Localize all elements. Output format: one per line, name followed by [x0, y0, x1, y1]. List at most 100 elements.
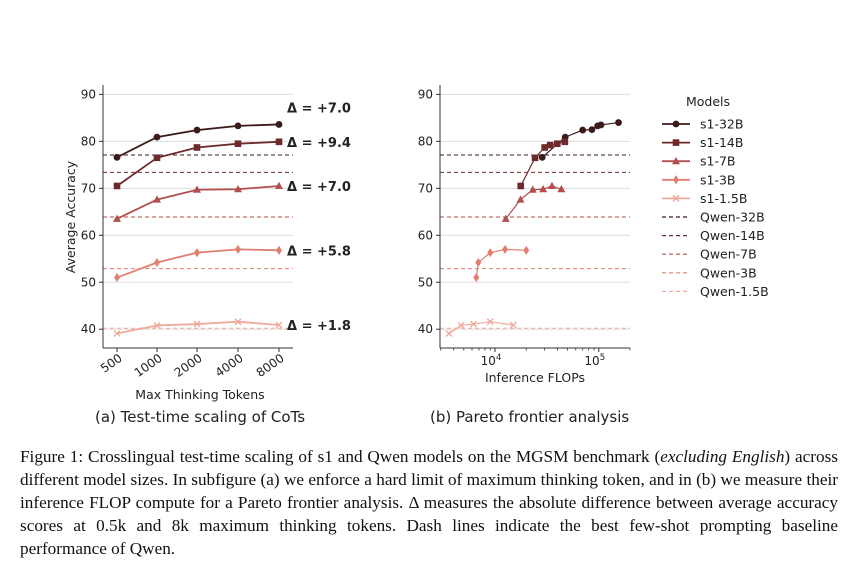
point-s1-1-5b — [509, 321, 517, 329]
point-s1-14b — [193, 144, 201, 151]
subcaption-a: (a) Test-time scaling of CoTs — [95, 408, 305, 426]
legend-marker — [672, 194, 680, 202]
point-s1-14b — [113, 182, 121, 190]
point-s1-14b — [517, 182, 525, 190]
point-s1-7b — [501, 214, 510, 222]
legend-label: s1-14B — [700, 135, 743, 150]
point-s1-32b — [588, 126, 596, 134]
point-s1-7b — [516, 195, 525, 203]
point-s1-7b — [234, 185, 242, 193]
x-tick-label: 500 — [98, 351, 125, 376]
point-s1-14b — [541, 144, 548, 151]
caption-rest: ) across different model sizes. In subfi… — [20, 447, 838, 558]
caption-italic: excluding English — [660, 447, 785, 466]
legend-item-qwen-7b: Qwen-7B — [662, 247, 757, 262]
subcaption-b: (b) Pareto frontier analysis — [430, 408, 629, 426]
point-s1-3b — [154, 258, 160, 268]
point-s1-7b — [275, 181, 283, 189]
legend-item-s1-7b: s1-7B — [662, 154, 736, 169]
legend-label: s1-7B — [700, 154, 736, 169]
y-tick-label: 50 — [81, 275, 96, 289]
legend-label: s1-1.5B — [700, 191, 747, 206]
point-s1-32b — [615, 119, 622, 126]
legend-label: s1-3B — [700, 172, 736, 187]
point-s1-1-5b — [486, 318, 494, 326]
y-tick-label: 80 — [81, 134, 96, 148]
x-tick-label: 2000 — [172, 351, 205, 380]
point-s1-7b — [557, 185, 566, 193]
point-s1-32b — [275, 121, 283, 128]
y-tick-label: 70 — [418, 181, 433, 195]
legend-label: Qwen-32B — [700, 210, 765, 225]
legend-marker — [672, 157, 680, 165]
point-s1-3b — [276, 245, 282, 255]
legend-marker — [672, 120, 680, 128]
y-tick-label: 40 — [418, 322, 433, 336]
y-tick-label: 80 — [418, 134, 433, 148]
delta-label-s1-3b: Δ = +5.8 — [287, 244, 351, 259]
point-s1-3b — [487, 248, 494, 258]
point-s1-32b — [234, 122, 242, 130]
legend-label: s1-32B — [700, 117, 743, 132]
x-axis-label: Inference FLOPs — [485, 370, 585, 385]
point-s1-1-5b — [234, 318, 242, 326]
point-s1-7b — [113, 214, 121, 222]
caption-lead: Figure 1: Crosslingual test-time scaling… — [20, 447, 661, 466]
figure-caption: Figure 1: Crosslingual test-time scaling… — [20, 445, 838, 560]
point-s1-3b — [523, 245, 530, 255]
point-s1-32b — [597, 121, 605, 129]
legend: Models s1-32B s1-14B s1-7B s1-3B s1-1.5B Qwen-… — [662, 94, 769, 299]
point-s1-3b — [194, 248, 200, 258]
point-s1-1-5b — [153, 321, 161, 329]
legend-marker — [672, 139, 680, 146]
legend-title: Models — [686, 94, 730, 109]
y-tick-label: 90 — [418, 87, 433, 101]
delta-label-s1-32b: Δ = +7.0 — [287, 101, 351, 116]
point-s1-1-5b — [469, 320, 477, 328]
point-s1-14b — [234, 140, 242, 148]
x-tick-label: 1000 — [132, 351, 165, 380]
legend-item-s1-1-5b: s1-1.5B — [662, 191, 747, 206]
point-s1-7b — [539, 185, 548, 193]
point-s1-3b — [502, 244, 509, 254]
point-s1-14b — [531, 154, 539, 162]
point-s1-32b — [579, 126, 587, 134]
y-tick-label: 50 — [418, 275, 433, 289]
legend-item-qwen-14b: Qwen-14B — [662, 228, 765, 243]
legend-label: Qwen-1.5B — [700, 284, 769, 299]
point-s1-1-5b — [193, 320, 201, 328]
panel-a-test-time-scaling: 40 50 60 70 80 90 Δ = +7.0 Δ = +9.4 Δ = +7.0 Δ = … — [63, 85, 351, 402]
series-line-s1-3b — [475, 248, 527, 278]
legend-item-s1-3b: s1-3B — [662, 172, 736, 187]
point-s1-7b — [528, 185, 537, 193]
legend-item-qwen-32b: Qwen-32B — [662, 210, 765, 225]
point-s1-1-5b — [457, 321, 465, 329]
legend-label: Qwen-7B — [700, 247, 757, 262]
legend-item-s1-32b: s1-32B — [662, 117, 743, 132]
point-s1-14b — [275, 138, 283, 146]
point-s1-3b — [114, 273, 120, 283]
point-s1-14b — [153, 154, 161, 162]
x-tick-label: 105 — [584, 353, 605, 368]
delta-label-s1-14b: Δ = +9.4 — [287, 136, 351, 151]
legend-item-s1-14b: s1-14B — [662, 135, 743, 150]
delta-label-s1-7b: Δ = +7.0 — [287, 180, 351, 195]
point-s1-14b — [553, 140, 561, 148]
point-s1-1-5b — [113, 329, 121, 337]
point-s1-1-5b — [445, 329, 453, 337]
point-s1-14b — [561, 138, 569, 146]
point-s1-7b — [547, 181, 556, 189]
y-tick-label: 60 — [81, 228, 96, 242]
y-tick-label: 60 — [418, 228, 433, 242]
point-s1-32b — [113, 153, 121, 161]
point-s1-32b — [193, 126, 201, 134]
y-tick-label: 40 — [81, 322, 96, 336]
legend-item-qwen-1-5b: Qwen-1.5B — [662, 284, 769, 299]
x-tick-label: 8000 — [254, 351, 287, 380]
x-axis-label: Max Thinking Tokens — [135, 387, 264, 402]
legend-item-qwen-3b: Qwen-3B — [662, 265, 757, 280]
y-tick-label: 70 — [81, 181, 96, 195]
x-tick-label: 104 — [481, 353, 502, 368]
panel-b-pareto-frontier: 40 50 60 70 80 90 104 105 Inference FLOPs — [418, 85, 631, 385]
